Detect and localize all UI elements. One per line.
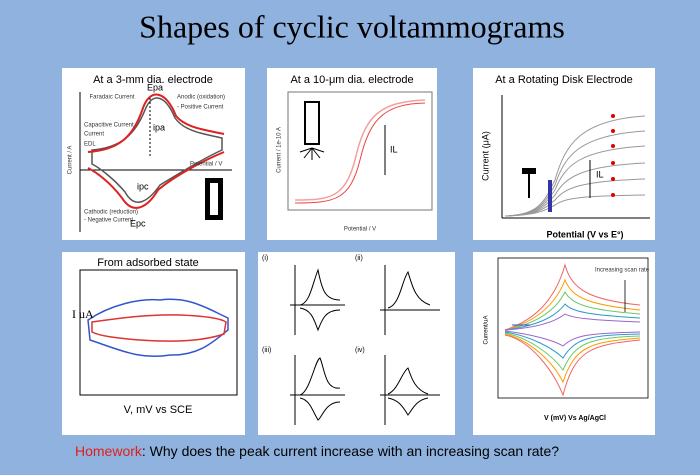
panel-adsorbed: From adsorbed state I uA V, mV vs SCE xyxy=(62,252,245,435)
label: Current / A xyxy=(68,146,74,175)
label: Potential / V xyxy=(344,227,376,233)
label: Current xyxy=(84,132,104,138)
label: IL xyxy=(596,169,604,179)
panel-rde: At a Rotating Disk Electrode IL Current … xyxy=(473,68,655,240)
label: Cathodic (reduction) xyxy=(84,210,138,216)
label: Current/uA xyxy=(484,315,490,344)
caption: At a 10-μm dia. electrode xyxy=(290,74,413,86)
caption: From adsorbed state xyxy=(97,257,199,269)
homework-text: : Why does the peak current increase wit… xyxy=(142,443,559,459)
label: (ii) xyxy=(355,255,363,262)
label: - Negative Current xyxy=(84,218,133,224)
label: Increasing scan rate xyxy=(595,268,650,274)
label: Potential / V xyxy=(190,162,222,168)
label: ipa xyxy=(153,122,165,132)
panel-3mm: At a 3-mm dia. electrode Faradaic Curren… xyxy=(62,68,245,240)
label: ipc xyxy=(137,181,149,191)
label: Current / 1e-10 A xyxy=(277,127,283,173)
label: (iv) xyxy=(355,347,365,354)
label: Current (μA) xyxy=(480,131,490,181)
label: IL xyxy=(390,144,398,154)
label: (i) xyxy=(262,255,268,262)
label: V (mV) Vs Ag/AgCl xyxy=(544,415,606,422)
homework-label: Homework xyxy=(75,443,143,459)
label: Faradaic Current xyxy=(89,95,134,101)
panel-10um: At a 10-μm dia. electrode IL Potential /… xyxy=(267,68,437,240)
homework: Homework: Why does the peak current incr… xyxy=(75,443,559,459)
label: Epa xyxy=(147,82,163,92)
label: Capacitive Current xyxy=(84,123,134,129)
label: Potential (V vs E°) xyxy=(546,229,623,239)
label: Epc xyxy=(130,218,146,228)
label: - Positive Current xyxy=(177,105,224,111)
panel-scan-rate: Increasing scan rate V (mV) Vs Ag/AgCl C… xyxy=(473,252,655,435)
caption: At a 3-mm dia. electrode xyxy=(93,74,213,86)
panel-shapes: (i) (ii) (iii) (iv) xyxy=(258,252,455,435)
label: (iii) xyxy=(262,347,271,354)
caption: At a Rotating Disk Electrode xyxy=(495,74,633,86)
label: V, mV vs SCE xyxy=(124,404,193,416)
label: Anodic (oxidation) xyxy=(177,95,225,101)
label: EDL xyxy=(84,142,96,148)
label: I uA xyxy=(72,307,94,321)
slide-title: Shapes of cyclic voltammograms xyxy=(139,8,565,44)
